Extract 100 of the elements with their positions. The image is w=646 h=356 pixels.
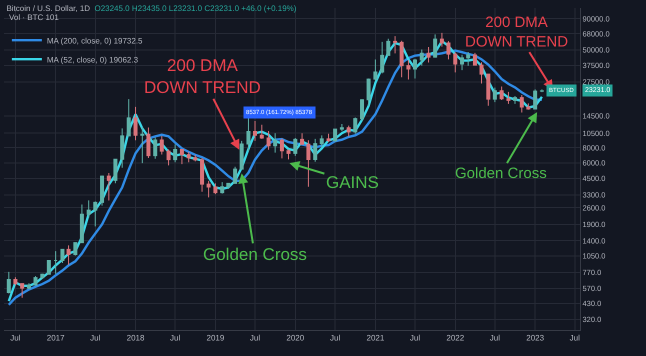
candlestick <box>426 46 431 63</box>
x-tick-label: Jul <box>250 334 260 343</box>
candlestick <box>66 244 71 266</box>
candlestick <box>446 40 450 60</box>
candlestick <box>300 132 304 146</box>
candlestick <box>373 58 378 82</box>
candlestick <box>406 60 410 80</box>
candlestick <box>326 133 331 143</box>
candlestick <box>293 138 298 156</box>
candlestick <box>100 175 104 206</box>
candlestick <box>246 118 250 152</box>
candlestick <box>220 182 224 194</box>
candlestick <box>80 204 84 244</box>
x-tick-label: 2017 <box>46 334 66 343</box>
candlestick <box>140 126 144 164</box>
chart-subtitle: O23245.0 H23435.0 L23231.0 C23231.0 +46.0 (+0.19%) <box>94 4 297 13</box>
x-tick-label: Jul <box>490 334 500 343</box>
legend-label: MA (200, close, 0) 19732.5 <box>46 36 144 46</box>
candlestick <box>433 34 438 58</box>
annotation: Vol · BTC 101 <box>9 13 60 22</box>
candlestick <box>472 52 477 66</box>
x-tick-label: 2018 <box>126 334 145 343</box>
candlestick <box>260 124 264 140</box>
x-tick-label: 2023 <box>526 334 545 343</box>
x-tick-label: 2020 <box>286 334 305 343</box>
candlestick <box>26 282 31 290</box>
candlestick <box>480 62 484 84</box>
candlestick <box>520 94 524 113</box>
candlestick <box>380 41 384 74</box>
candlestick <box>346 125 351 137</box>
candlestick <box>526 102 530 110</box>
candlestick <box>40 273 44 280</box>
candlestick <box>400 40 404 78</box>
candlestick <box>453 52 458 73</box>
candlestick <box>506 91 510 104</box>
candlestick <box>240 140 244 170</box>
candlestick <box>266 130 271 150</box>
candlestick <box>320 134 324 148</box>
candlestick <box>393 36 398 54</box>
x-tick-label: Jul <box>410 334 420 343</box>
x-tick-label: Jul <box>170 334 180 343</box>
candlestick <box>73 242 78 256</box>
candlestick <box>34 276 38 286</box>
candlestick <box>213 182 218 195</box>
candlestick <box>54 250 58 274</box>
candlestick <box>466 51 470 66</box>
candlestick <box>533 88 538 110</box>
candlestick <box>440 32 444 48</box>
candlestick <box>253 120 258 142</box>
candlestick <box>366 78 371 106</box>
candlestick <box>386 38 390 56</box>
candlestick <box>313 138 318 162</box>
candlestick <box>153 136 158 160</box>
candlestick <box>120 128 124 168</box>
x-tick-label: Jul <box>570 334 580 343</box>
x-tick-label: 2022 <box>446 334 465 343</box>
candlestick <box>160 135 164 155</box>
annotation: 200 DMA DOWN TREND <box>144 56 261 98</box>
legend-label: MA (52, close, 0) 19062.3 <box>46 55 139 64</box>
candlestick <box>106 172 111 202</box>
candlestick <box>180 148 184 165</box>
candlestick <box>333 128 338 143</box>
candlestick <box>500 86 504 100</box>
chart-title: Bitcoin / U.S. Dollar, 1D <box>6 4 90 13</box>
candlestick <box>286 148 290 160</box>
x-tick-label: Jul <box>330 334 340 343</box>
candlestick <box>226 182 230 190</box>
candlestick <box>193 154 198 162</box>
candlestick <box>46 259 51 276</box>
candlestick <box>134 106 138 141</box>
annotation: Golden Cross <box>455 165 547 182</box>
candlestick <box>200 157 204 192</box>
candlestick <box>492 87 497 103</box>
candlestick <box>166 148 171 166</box>
candlestick <box>280 138 284 159</box>
annotation: GAINS <box>326 173 379 192</box>
candlestick <box>513 96 517 104</box>
candlestick <box>173 144 178 163</box>
candlestick <box>6 271 11 294</box>
candlestick <box>146 126 150 158</box>
candlestick <box>126 98 131 136</box>
candlestick <box>93 200 98 227</box>
candlestick <box>86 200 91 218</box>
x-tick-label: Jul <box>10 334 21 343</box>
candlestick <box>460 54 464 71</box>
candlestick <box>420 49 424 66</box>
candlestick <box>486 73 490 106</box>
candlestick <box>186 151 191 163</box>
candlestick <box>360 98 364 122</box>
annotation: 200 DMA DOWN TREND <box>465 14 568 50</box>
candlestick <box>60 248 64 264</box>
x-tick-label: 2019 <box>206 334 225 343</box>
x-tick-label: 2021 <box>366 334 385 343</box>
candlestick <box>206 180 211 198</box>
candlestick <box>412 58 417 80</box>
x-tick-label: Jul <box>90 334 101 343</box>
candlestick <box>306 140 310 188</box>
candlestick <box>353 117 358 134</box>
candlestick <box>113 158 118 184</box>
candlestick <box>13 276 18 286</box>
